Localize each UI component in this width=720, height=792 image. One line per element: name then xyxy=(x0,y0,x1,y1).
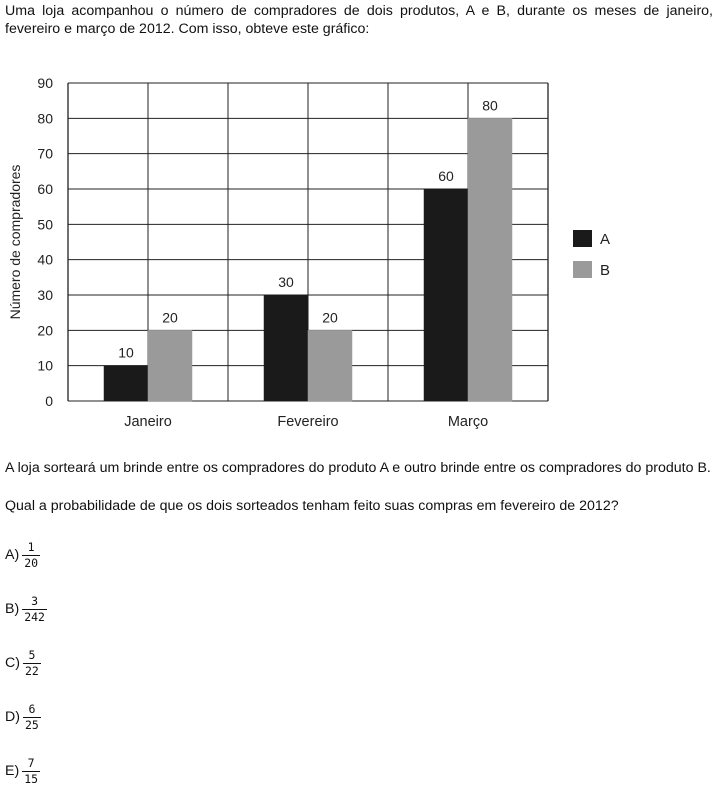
data-label: 30 xyxy=(278,274,294,290)
option-letter: E) xyxy=(5,763,20,779)
fraction-numerator: 7 xyxy=(27,755,35,770)
legend-label: B xyxy=(600,262,610,279)
option-fraction: 5 22 xyxy=(22,647,41,678)
option-letter: A) xyxy=(5,547,20,563)
fraction-bar xyxy=(22,662,41,664)
option-fraction: 6 25 xyxy=(22,701,41,732)
legend-label: A xyxy=(600,231,610,248)
bar-a xyxy=(263,294,309,402)
fraction-bar xyxy=(22,716,41,718)
x-tick-label: Março xyxy=(448,414,488,430)
question-text-part1: A loja sorteará um brinde entre os compr… xyxy=(5,460,711,476)
option-letter: B) xyxy=(5,601,20,617)
question-text-part2: Qual a probabilidade de que os dois sort… xyxy=(5,498,619,514)
fraction-denominator: 242 xyxy=(24,609,45,624)
y-axis-label: Número de compradores xyxy=(7,165,23,320)
y-tick-label: 0 xyxy=(45,393,53,409)
option-a[interactable]: A) 1 20 xyxy=(5,539,41,570)
y-tick-label: 30 xyxy=(37,287,53,303)
option-b[interactable]: B) 3 242 xyxy=(5,594,47,624)
fraction-bar xyxy=(22,770,41,772)
bar-chart: 0 10 20 30 40 50 60 70 80 90 10 20 Janeiro 30 20 Fevere… xyxy=(0,66,720,446)
y-tick-label: 70 xyxy=(37,146,53,162)
fraction-bar xyxy=(22,554,41,556)
data-label: 60 xyxy=(438,168,454,184)
fraction-numerator: 1 xyxy=(27,539,35,554)
data-label: 10 xyxy=(118,345,134,361)
option-c[interactable]: C) 5 22 xyxy=(5,648,41,678)
question-intro: Uma loja acompanhou o número de comprado… xyxy=(5,3,713,37)
fraction-numerator: 6 xyxy=(28,701,36,716)
bar-a xyxy=(103,365,149,402)
y-tick-label: 40 xyxy=(37,252,53,268)
y-tick-label: 50 xyxy=(37,216,53,232)
legend-swatch-b xyxy=(573,261,592,278)
fraction-bar xyxy=(22,608,47,610)
legend-swatch-a xyxy=(573,230,592,247)
fraction-denominator: 22 xyxy=(24,663,39,678)
bar-b xyxy=(147,330,193,402)
fraction-denominator: 20 xyxy=(24,555,39,570)
option-fraction: 3 242 xyxy=(22,593,47,624)
bar-a xyxy=(423,188,469,402)
option-letter: D) xyxy=(5,709,20,725)
fraction-numerator: 3 xyxy=(31,593,39,608)
data-label: 20 xyxy=(322,309,338,325)
y-tick-label: 20 xyxy=(37,322,53,338)
option-d[interactable]: D) 6 25 xyxy=(5,702,41,732)
y-tick-label: 90 xyxy=(37,75,53,91)
chart-svg: 0 10 20 30 40 50 60 70 80 90 10 20 Janeiro 30 20 Fevere… xyxy=(7,75,610,430)
option-e[interactable]: E) 7 15 xyxy=(5,755,41,786)
option-letter: C) xyxy=(5,655,20,671)
y-tick-label: 10 xyxy=(37,358,53,374)
option-fraction: 1 20 xyxy=(22,539,41,570)
fraction-numerator: 5 xyxy=(28,647,36,662)
y-tick-label: 80 xyxy=(37,110,53,126)
bar-b xyxy=(307,330,353,402)
y-tick-label: 60 xyxy=(37,181,53,197)
x-tick-label: Fevereiro xyxy=(277,414,338,430)
data-label: 80 xyxy=(482,97,498,113)
fraction-denominator: 25 xyxy=(24,717,39,732)
x-tick-label: Janeiro xyxy=(124,414,172,430)
option-fraction: 7 15 xyxy=(22,755,41,786)
data-label: 20 xyxy=(162,309,178,325)
fraction-denominator: 15 xyxy=(24,771,39,786)
bar-b xyxy=(467,118,513,402)
